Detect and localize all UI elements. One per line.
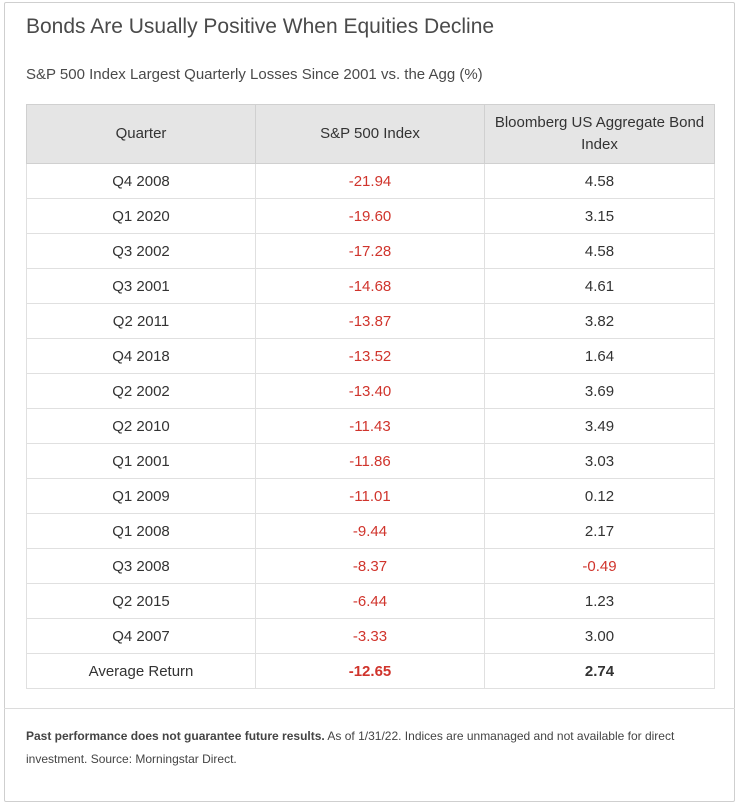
table-row: Q2 2002 -13.40 3.69 [26,373,715,409]
table-body: Q4 2008 -21.94 4.58 Q1 2020 -19.60 3.15 Q3 200… [26,163,715,689]
cell-agg: 1.23 [484,583,715,619]
cell-quarter: Q4 2007 [26,618,256,654]
chart-subtitle: S&P 500 Index Largest Quarterly Losses S… [26,66,483,83]
footnote-disclaimer: Past performance does not guarantee futu… [26,729,325,743]
cell-quarter: Q1 2008 [26,513,256,549]
cell-agg: -0.49 [484,548,715,584]
table-row: Q4 2018 -13.52 1.64 [26,338,715,374]
cell-sp500: -11.43 [255,408,485,444]
cell-agg: 3.03 [484,443,715,479]
cell-sp500: -21.94 [255,163,485,199]
table-row: Q3 2002 -17.28 4.58 [26,233,715,269]
table-row: Q3 2008 -8.37 -0.49 [26,548,715,584]
footnote: Past performance does not guarantee futu… [26,725,716,771]
cell-quarter: Q3 2008 [26,548,256,584]
cell-agg: 4.61 [484,268,715,304]
cell-quarter: Q4 2008 [26,163,256,199]
cell-sp500: -17.28 [255,233,485,269]
cell-quarter: Q2 2011 [26,303,256,339]
cell-quarter: Q1 2009 [26,478,256,514]
cell-quarter: Q3 2001 [26,268,256,304]
summary-row: Average Return -12.65 2.74 [26,653,715,689]
data-table: Quarter S&P 500 Index Bloomberg US Aggre… [26,104,715,689]
cell-quarter: Q3 2002 [26,233,256,269]
table-row: Q1 2020 -19.60 3.15 [26,198,715,234]
column-header-quarter: Quarter [26,104,256,164]
chart-title: Bonds Are Usually Positive When Equities… [26,15,495,38]
cell-sp500: -11.01 [255,478,485,514]
chart-card: Bonds Are Usually Positive When Equities… [4,2,735,802]
cell-agg: 3.82 [484,303,715,339]
cell-quarter: Q2 2010 [26,408,256,444]
cell-sp500: -13.52 [255,338,485,374]
cell-sp500: -11.86 [255,443,485,479]
table-row: Q2 2015 -6.44 1.23 [26,583,715,619]
cell-agg: 4.58 [484,163,715,199]
cell-sp500: -9.44 [255,513,485,549]
cell-sp500: -6.44 [255,583,485,619]
cell-sp500: -14.68 [255,268,485,304]
cell-sp500: -19.60 [255,198,485,234]
table-row: Q1 2008 -9.44 2.17 [26,513,715,549]
cell-sp500: -8.37 [255,548,485,584]
footnote-divider [4,708,735,709]
cell-agg: 3.49 [484,408,715,444]
table-row: Q2 2011 -13.87 3.82 [26,303,715,339]
cell-agg: 3.69 [484,373,715,409]
cell-agg: 3.00 [484,618,715,654]
summary-label: Average Return [26,653,256,689]
cell-agg: 0.12 [484,478,715,514]
cell-quarter: Q1 2001 [26,443,256,479]
cell-quarter: Q4 2018 [26,338,256,374]
table-row: Q1 2001 -11.86 3.03 [26,443,715,479]
cell-quarter: Q2 2002 [26,373,256,409]
summary-agg: 2.74 [484,653,715,689]
cell-sp500: -3.33 [255,618,485,654]
cell-sp500: -13.40 [255,373,485,409]
cell-sp500: -13.87 [255,303,485,339]
cell-quarter: Q2 2015 [26,583,256,619]
summary-sp500: -12.65 [255,653,485,689]
cell-quarter: Q1 2020 [26,198,256,234]
table-row: Q2 2010 -11.43 3.49 [26,408,715,444]
cell-agg: 1.64 [484,338,715,374]
table-row: Q3 2001 -14.68 4.61 [26,268,715,304]
footnote-text: As of 1/31/22. Indices are unmanaged and… [26,729,675,766]
table-row: Q4 2008 -21.94 4.58 [26,163,715,199]
table-header-row: Quarter S&P 500 Index Bloomberg US Aggre… [26,104,715,164]
table-row: Q1 2009 -11.01 0.12 [26,478,715,514]
cell-agg: 4.58 [484,233,715,269]
cell-agg: 3.15 [484,198,715,234]
table-row: Q4 2007 -3.33 3.00 [26,618,715,654]
column-header-agg: Bloomberg US Aggregate Bond Index [484,104,715,164]
cell-agg: 2.17 [484,513,715,549]
column-header-sp500: S&P 500 Index [255,104,485,164]
